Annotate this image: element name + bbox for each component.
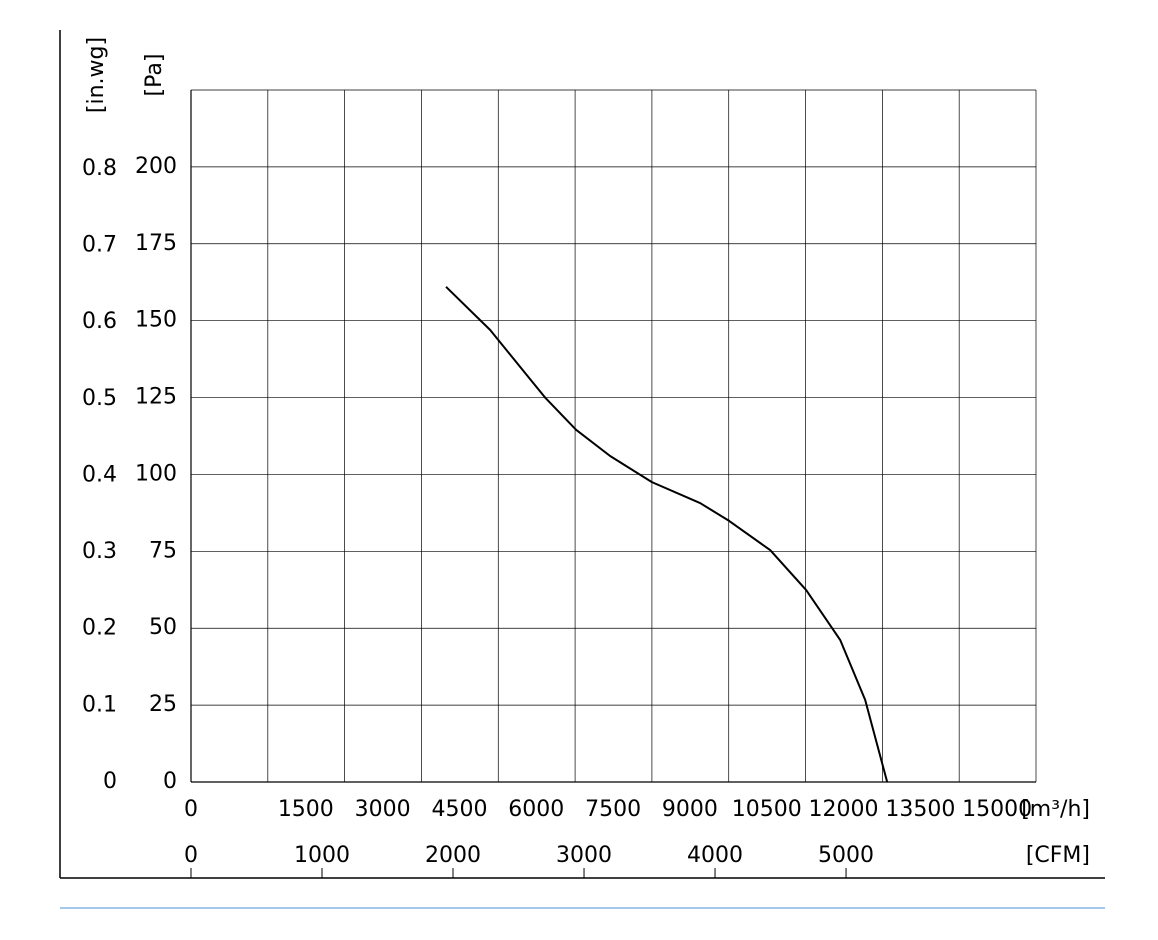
- x2-tick-label: 0: [184, 843, 198, 868]
- y2-tick-label: 0: [103, 769, 117, 794]
- y-tick-label: 175: [135, 231, 177, 256]
- y2-tick-label: 0.3: [82, 539, 117, 564]
- x2-tick-label: 5000: [818, 843, 874, 868]
- x2-tick-label: 4000: [687, 843, 743, 868]
- x2-axis-title: [CFM]: [1026, 843, 1090, 868]
- y2-axis-title: [in.wg]: [84, 37, 109, 113]
- y2-tick-label: 0.6: [82, 309, 117, 334]
- x-axis-title: [m³/h]: [1021, 797, 1090, 822]
- x-tick-label: 15000: [962, 797, 1032, 822]
- curve: [445, 286, 889, 783]
- x-tick-label: 1500: [278, 797, 334, 822]
- x2-tick-label: 1000: [294, 843, 350, 868]
- y-tick-label: 125: [135, 385, 177, 410]
- x2-tick-label: 3000: [556, 843, 612, 868]
- x-tick-label: 12000: [809, 797, 879, 822]
- y-tick-label: 0: [163, 769, 177, 794]
- y2-tick-label: 0.5: [82, 386, 117, 411]
- x-tick-label: 9000: [662, 797, 718, 822]
- x-tick-label: 7500: [585, 797, 641, 822]
- x-tick-label: 13500: [885, 797, 955, 822]
- x-tick-label: 4500: [431, 797, 487, 822]
- x-tick-label: 6000: [508, 797, 564, 822]
- x2-tick-label: 2000: [425, 843, 481, 868]
- y-tick-label: 200: [135, 154, 177, 179]
- y-axis-title: [Pa]: [142, 54, 167, 97]
- y2-tick-label: 0.8: [82, 156, 117, 181]
- y-tick-label: 150: [135, 308, 177, 333]
- y2-tick-label: 0.1: [82, 692, 117, 717]
- y2-tick-label: 0.7: [82, 233, 117, 258]
- y-tick-label: 25: [149, 692, 177, 717]
- y-tick-label: 75: [149, 538, 177, 563]
- x-tick-label: 0: [184, 797, 198, 822]
- x-tick-label: 3000: [355, 797, 411, 822]
- y-tick-label: 50: [149, 615, 177, 640]
- y-tick-label: 100: [135, 461, 177, 486]
- y2-tick-label: 0.2: [82, 616, 117, 641]
- y2-tick-label: 0.4: [82, 462, 117, 487]
- x-tick-label: 10500: [732, 797, 802, 822]
